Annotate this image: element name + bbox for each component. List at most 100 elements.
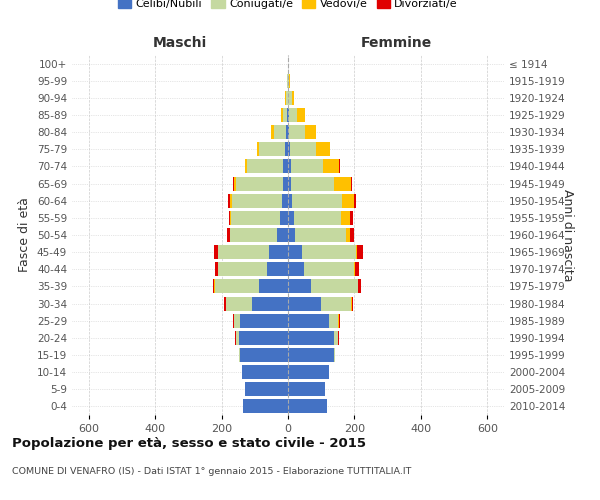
- Bar: [292, 194, 341, 207]
- Bar: [243, 400, 288, 413]
- Y-axis label: Anni di nascita: Anni di nascita: [561, 188, 574, 281]
- Bar: [286, 91, 287, 105]
- Bar: [288, 108, 289, 122]
- Bar: [281, 108, 283, 122]
- Bar: [350, 211, 353, 225]
- Legend: Celibi/Nubili, Coniugati/e, Vedovi/e, Divorziati/e: Celibi/Nubili, Coniugati/e, Vedovi/e, Di…: [113, 0, 463, 14]
- Bar: [233, 314, 234, 328]
- Bar: [235, 331, 236, 345]
- Bar: [274, 125, 286, 139]
- Bar: [227, 228, 230, 242]
- Bar: [292, 91, 295, 105]
- Bar: [242, 365, 288, 379]
- Bar: [252, 296, 288, 310]
- Bar: [268, 262, 288, 276]
- Bar: [339, 314, 340, 328]
- Bar: [271, 125, 274, 139]
- Bar: [356, 245, 358, 259]
- Bar: [239, 348, 241, 362]
- Bar: [290, 142, 316, 156]
- Text: Femmine: Femmine: [361, 36, 431, 50]
- Bar: [289, 125, 305, 139]
- Bar: [245, 160, 247, 173]
- Bar: [283, 108, 287, 122]
- Bar: [218, 262, 268, 276]
- Bar: [233, 176, 234, 190]
- Bar: [288, 331, 334, 345]
- Bar: [288, 74, 289, 88]
- Bar: [228, 194, 230, 207]
- Bar: [288, 348, 334, 362]
- Bar: [305, 125, 316, 139]
- Bar: [283, 160, 288, 173]
- Bar: [358, 245, 364, 259]
- Bar: [354, 194, 356, 207]
- Bar: [287, 108, 288, 122]
- Bar: [329, 142, 330, 156]
- Bar: [341, 194, 354, 207]
- Bar: [226, 296, 252, 310]
- Bar: [289, 74, 290, 88]
- Bar: [288, 280, 311, 293]
- Text: COMUNE DI VENAFRO (IS) - Dati ISTAT 1° gennaio 2015 - Elaborazione TUTTITALIA.IT: COMUNE DI VENAFRO (IS) - Dati ISTAT 1° g…: [12, 468, 412, 476]
- Bar: [245, 382, 288, 396]
- Bar: [304, 262, 355, 276]
- Bar: [288, 314, 329, 328]
- Bar: [287, 74, 288, 88]
- Bar: [288, 382, 325, 396]
- Bar: [288, 176, 292, 190]
- Bar: [257, 142, 259, 156]
- Bar: [259, 142, 286, 156]
- Bar: [212, 280, 214, 293]
- Bar: [292, 176, 334, 190]
- Bar: [338, 314, 339, 328]
- Bar: [215, 280, 259, 293]
- Bar: [316, 142, 329, 156]
- Bar: [329, 314, 338, 328]
- Bar: [289, 108, 296, 122]
- Bar: [358, 280, 361, 293]
- Bar: [218, 245, 269, 259]
- Bar: [230, 194, 232, 207]
- Bar: [231, 211, 280, 225]
- Bar: [311, 280, 358, 293]
- Bar: [230, 228, 277, 242]
- Bar: [214, 280, 215, 293]
- Bar: [235, 314, 241, 328]
- Text: Maschi: Maschi: [153, 36, 207, 50]
- Y-axis label: Fasce di età: Fasce di età: [19, 198, 31, 272]
- Bar: [288, 125, 289, 139]
- Bar: [351, 296, 352, 310]
- Bar: [339, 160, 340, 173]
- Bar: [286, 125, 288, 139]
- Bar: [280, 211, 288, 225]
- Bar: [323, 160, 339, 173]
- Bar: [350, 228, 354, 242]
- Bar: [334, 176, 351, 190]
- Bar: [351, 176, 352, 190]
- Bar: [296, 108, 305, 122]
- Bar: [346, 228, 350, 242]
- Bar: [269, 245, 288, 259]
- Text: Popolazione per età, sesso e stato civile - 2015: Popolazione per età, sesso e stato civil…: [12, 438, 366, 450]
- Bar: [247, 160, 283, 173]
- Bar: [230, 211, 231, 225]
- Bar: [355, 262, 359, 276]
- Bar: [288, 228, 295, 242]
- Bar: [288, 262, 304, 276]
- Bar: [286, 142, 288, 156]
- Bar: [334, 331, 338, 345]
- Bar: [277, 228, 288, 242]
- Bar: [288, 365, 329, 379]
- Bar: [290, 160, 323, 173]
- Bar: [239, 331, 288, 345]
- Bar: [288, 194, 292, 207]
- Bar: [352, 296, 353, 310]
- Bar: [232, 194, 282, 207]
- Bar: [288, 211, 294, 225]
- Bar: [214, 245, 218, 259]
- Bar: [241, 348, 288, 362]
- Bar: [289, 91, 292, 105]
- Bar: [302, 245, 356, 259]
- Bar: [241, 314, 288, 328]
